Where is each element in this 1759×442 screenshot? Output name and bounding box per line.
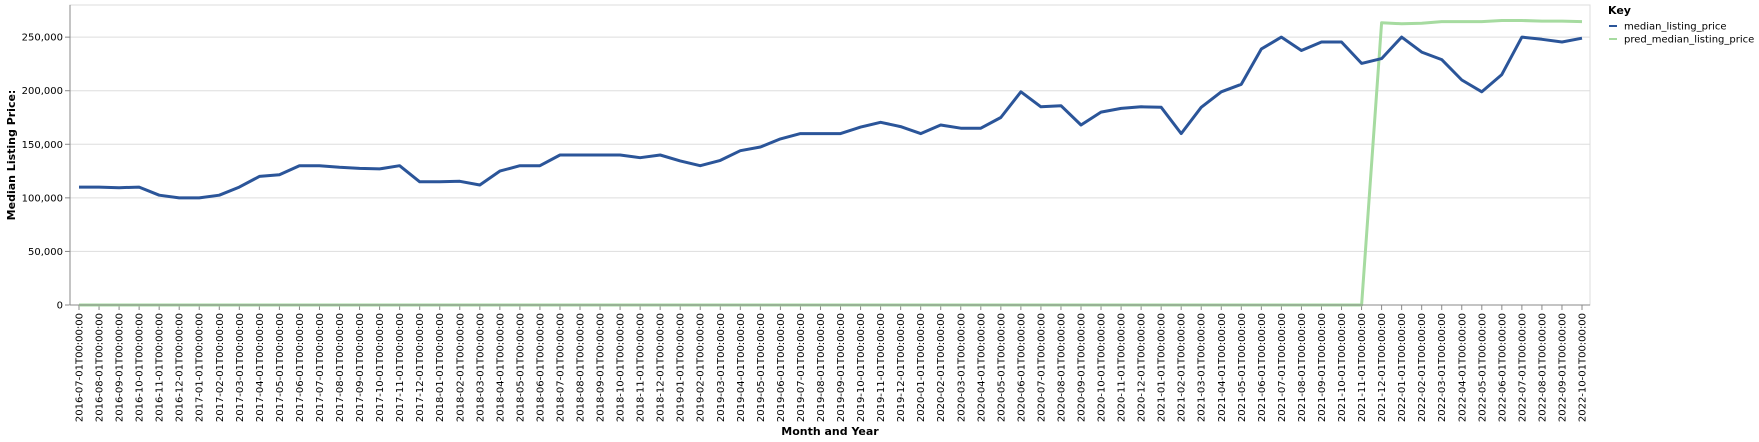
series-line-median-listing-price bbox=[79, 35, 1583, 200]
x-tick-label: 2018-11-01T00:00:00 bbox=[636, 313, 647, 422]
series-lines bbox=[79, 19, 1583, 307]
x-tick-label: 2017-12-01T00:00:00 bbox=[415, 313, 426, 422]
x-tick-label: 2018-05-01T00:00:00 bbox=[515, 313, 526, 422]
y-tick-label: 0 bbox=[57, 301, 63, 312]
y-tick-label: 250,000 bbox=[22, 33, 63, 44]
legend-label: pred_median_listing_price bbox=[1624, 35, 1754, 46]
x-tick-label: 2020-06-01T00:00:00 bbox=[1016, 313, 1027, 422]
x-tick-label: 2018-06-01T00:00:00 bbox=[535, 313, 546, 422]
x-tick-label: 2016-08-01T00:00:00 bbox=[95, 313, 106, 422]
gridlines bbox=[70, 36, 1590, 306]
x-tick-label: 2020-01-01T00:00:00 bbox=[916, 313, 927, 422]
x-tick-label: 2017-09-01T00:00:00 bbox=[355, 313, 366, 422]
x-tick-label: 2019-02-01T00:00:00 bbox=[696, 313, 707, 422]
x-tick-label: 2016-09-01T00:00:00 bbox=[115, 313, 126, 422]
x-tick-label: 2020-09-01T00:00:00 bbox=[1077, 313, 1088, 422]
x-tick-label: 2019-01-01T00:00:00 bbox=[676, 313, 687, 422]
x-tick-label: 2017-05-01T00:00:00 bbox=[275, 313, 286, 422]
x-tick-label: 2020-12-01T00:00:00 bbox=[1137, 313, 1148, 422]
x-tick-label: 2019-04-01T00:00:00 bbox=[736, 313, 747, 422]
legend: Key median_listing_price pred_median_list… bbox=[1608, 4, 1754, 46]
x-tick-label: 2021-04-01T00:00:00 bbox=[1217, 313, 1228, 422]
y-tick-label: 150,000 bbox=[22, 140, 63, 151]
x-tick-label: 2022-04-01T00:00:00 bbox=[1457, 313, 1468, 422]
x-tick-label: 2022-05-01T00:00:00 bbox=[1477, 313, 1488, 422]
legend-title: Key bbox=[1608, 4, 1631, 17]
x-tick-label: 2020-11-01T00:00:00 bbox=[1117, 313, 1128, 422]
x-tick-label: 2021-12-01T00:00:00 bbox=[1377, 313, 1388, 422]
x-tick-label: 2021-05-01T00:00:00 bbox=[1237, 313, 1248, 422]
x-tick-label: 2017-08-01T00:00:00 bbox=[335, 313, 346, 422]
x-tick-label: 2018-01-01T00:00:00 bbox=[435, 313, 446, 422]
x-tick-label: 2020-03-01T00:00:00 bbox=[956, 313, 967, 422]
x-tick-label: 2022-03-01T00:00:00 bbox=[1437, 313, 1448, 422]
x-tick-label: 2022-09-01T00:00:00 bbox=[1557, 313, 1568, 422]
x-tick-label: 2018-10-01T00:00:00 bbox=[616, 313, 627, 422]
x-tick-label: 2017-06-01T00:00:00 bbox=[295, 313, 306, 422]
x-tick-label: 2019-06-01T00:00:00 bbox=[776, 313, 787, 422]
x-tick-label: 2020-07-01T00:00:00 bbox=[1036, 313, 1047, 422]
x-tick-label: 2018-04-01T00:00:00 bbox=[495, 313, 506, 422]
x-tick-label: 2021-07-01T00:00:00 bbox=[1277, 313, 1288, 422]
x-tick-label: 2018-03-01T00:00:00 bbox=[475, 313, 486, 422]
x-axis-title: Month and Year bbox=[781, 425, 879, 438]
x-tick-label: 2021-10-01T00:00:00 bbox=[1337, 313, 1348, 422]
x-tick-label: 2021-03-01T00:00:00 bbox=[1197, 313, 1208, 422]
x-tick-label: 2019-03-01T00:00:00 bbox=[716, 313, 727, 422]
x-tick-label: 2021-01-01T00:00:00 bbox=[1157, 313, 1168, 422]
x-tick-label: 2018-09-01T00:00:00 bbox=[596, 313, 607, 422]
x-tick-label: 2020-10-01T00:00:00 bbox=[1097, 313, 1108, 422]
legend-label: median_listing_price bbox=[1624, 22, 1727, 33]
x-tick-label: 2021-09-01T00:00:00 bbox=[1317, 313, 1328, 422]
x-tick-label: 2021-08-01T00:00:00 bbox=[1297, 313, 1308, 422]
x-tick-label: 2016-10-01T00:00:00 bbox=[135, 313, 146, 422]
x-tick-label: 2019-10-01T00:00:00 bbox=[856, 313, 867, 422]
x-tick-label: 2018-08-01T00:00:00 bbox=[576, 313, 587, 422]
x-tick-label: 2016-07-01T00:00:00 bbox=[75, 313, 86, 422]
x-tick-label: 2022-07-01T00:00:00 bbox=[1517, 313, 1528, 422]
x-tick-label: 2018-07-01T00:00:00 bbox=[555, 313, 566, 422]
x-tick-label: 2017-01-01T00:00:00 bbox=[195, 313, 206, 422]
x-tick-label: 2017-11-01T00:00:00 bbox=[395, 313, 406, 422]
x-tick-label: 2021-11-01T00:00:00 bbox=[1357, 313, 1368, 422]
y-tick-label: 50,000 bbox=[28, 247, 63, 258]
x-tick-label: 2017-03-01T00:00:00 bbox=[235, 313, 246, 422]
y-tick-label: 100,000 bbox=[22, 193, 63, 204]
x-tick-label: 2019-05-01T00:00:00 bbox=[756, 313, 767, 422]
x-axis: 2016-07-01T00:00:00 2016-08-01T00:00:00 20… bbox=[75, 305, 1589, 422]
x-tick-label: 2021-06-01T00:00:00 bbox=[1257, 313, 1268, 422]
y-axis: 0 50,000 100,000 150,000 200,000 250,000 bbox=[22, 33, 70, 312]
x-tick-label: 2022-08-01T00:00:00 bbox=[1537, 313, 1548, 422]
x-tick-label: 2019-11-01T00:00:00 bbox=[876, 313, 887, 422]
x-tick-label: 2020-05-01T00:00:00 bbox=[996, 313, 1007, 422]
x-tick-label: 2016-11-01T00:00:00 bbox=[155, 313, 166, 422]
series-line-pred-median-listing-price bbox=[79, 19, 1583, 307]
x-tick-label: 2022-01-01T00:00:00 bbox=[1397, 313, 1408, 422]
x-tick-label: 2017-04-01T00:00:00 bbox=[255, 313, 266, 422]
x-tick-label: 2022-06-01T00:00:00 bbox=[1497, 313, 1508, 422]
x-tick-label: 2020-08-01T00:00:00 bbox=[1056, 313, 1067, 422]
x-tick-label: 2018-02-01T00:00:00 bbox=[455, 313, 466, 422]
x-tick-label: 2019-12-01T00:00:00 bbox=[896, 313, 907, 422]
x-tick-label: 2017-07-01T00:00:00 bbox=[315, 313, 326, 422]
y-axis-title: Median Listing Price: bbox=[5, 90, 18, 221]
y-tick-label: 200,000 bbox=[22, 86, 63, 97]
x-tick-label: 2018-12-01T00:00:00 bbox=[656, 313, 667, 422]
x-tick-label: 2020-04-01T00:00:00 bbox=[976, 313, 987, 422]
x-tick-label: 2017-02-01T00:00:00 bbox=[215, 313, 226, 422]
x-tick-label: 2021-02-01T00:00:00 bbox=[1177, 313, 1188, 422]
x-tick-label: 2019-07-01T00:00:00 bbox=[796, 313, 807, 422]
x-tick-label: 2019-08-01T00:00:00 bbox=[816, 313, 827, 422]
plot-frame bbox=[69, 4, 1591, 306]
x-tick-label: 2022-02-01T00:00:00 bbox=[1417, 313, 1428, 422]
x-tick-label: 2019-09-01T00:00:00 bbox=[836, 313, 847, 422]
x-tick-label: 2022-10-01T00:00:00 bbox=[1578, 313, 1589, 422]
x-tick-label: 2017-10-01T00:00:00 bbox=[375, 313, 386, 422]
x-tick-label: 2020-02-01T00:00:00 bbox=[936, 313, 947, 422]
x-tick-label: 2016-12-01T00:00:00 bbox=[175, 313, 186, 422]
